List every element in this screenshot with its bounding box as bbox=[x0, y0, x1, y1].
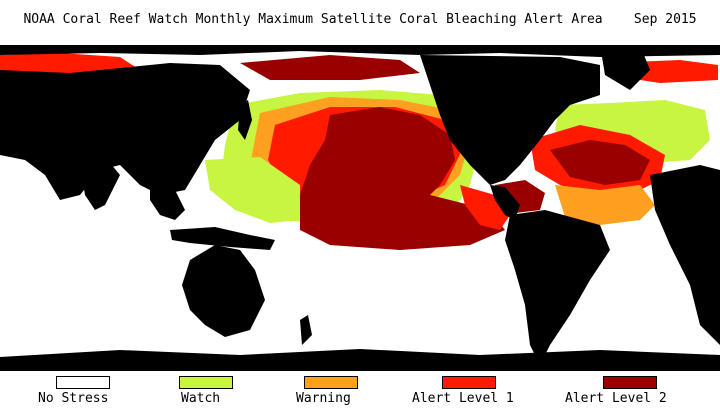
legend-swatch bbox=[442, 376, 496, 389]
land-masses bbox=[0, 45, 720, 371]
legend-label: No Stress bbox=[38, 391, 109, 406]
warning-area-tropical-atlantic bbox=[555, 185, 655, 225]
legend-swatch bbox=[603, 376, 657, 389]
landmass-south-america bbox=[505, 210, 610, 365]
alert1-area-east-pacific bbox=[460, 185, 510, 230]
watch-area-equatorial-pacific bbox=[205, 157, 300, 223]
landmass-antarctica bbox=[0, 349, 720, 371]
alert2-area-north-atlantic bbox=[550, 140, 650, 185]
landmass-arctic bbox=[0, 45, 720, 57]
coral-bleaching-alert-map bbox=[0, 45, 720, 371]
legend-swatch bbox=[56, 376, 110, 389]
alert2-area-north-pacific-high bbox=[240, 55, 420, 80]
landmass-indonesia bbox=[170, 227, 275, 250]
landmass-india bbox=[80, 163, 120, 210]
legend-label: Alert Level 1 bbox=[412, 391, 514, 406]
legend-swatch bbox=[179, 376, 233, 389]
landmass-central-america bbox=[490, 185, 520, 220]
alert-areas bbox=[0, 53, 718, 250]
landmass-africa-west bbox=[650, 165, 720, 345]
legend-label: Watch bbox=[181, 391, 221, 406]
landmass-eurasia-west bbox=[0, 63, 250, 200]
alert2-area-north-pacific bbox=[300, 107, 455, 215]
legend-label: Alert Level 2 bbox=[565, 391, 667, 406]
alert2-area-central-pacific bbox=[300, 195, 505, 250]
legend-label: Warning bbox=[296, 391, 351, 406]
landmass-japan bbox=[238, 100, 252, 140]
landmass-australia bbox=[182, 245, 265, 337]
landmass-north-america bbox=[420, 55, 600, 185]
map-title: NOAA Coral Reef Watch Monthly Maximum Sa… bbox=[23, 12, 697, 27]
legend-swatch bbox=[304, 376, 358, 389]
landmass-southeast-asia bbox=[150, 185, 185, 220]
landmass-new-zealand bbox=[300, 315, 312, 345]
landmass-greenland bbox=[600, 45, 650, 90]
